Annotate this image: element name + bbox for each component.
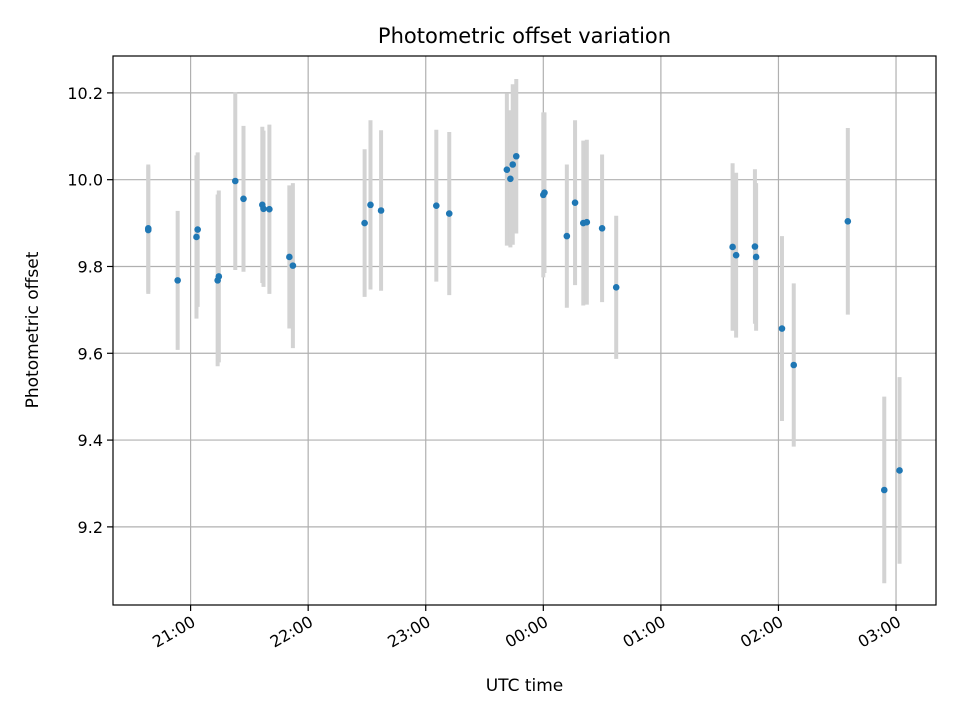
- y-tick-label: 9.6: [78, 344, 103, 363]
- data-point: [445, 210, 453, 217]
- data-point: [778, 325, 786, 332]
- data-point: [752, 253, 760, 261]
- data-point: [377, 207, 385, 214]
- data-point: [732, 251, 740, 259]
- data-point: [509, 161, 517, 168]
- data-point: [433, 202, 440, 210]
- data-point: [790, 361, 798, 369]
- data-point: [367, 201, 374, 209]
- data-point: [194, 226, 201, 233]
- chart-title: Photometric offset variation: [378, 24, 671, 48]
- data-point: [541, 189, 548, 197]
- data-point: [507, 175, 514, 183]
- data-point: [512, 152, 520, 160]
- data-point: [144, 226, 152, 234]
- data-point: [231, 177, 239, 185]
- data-point: [598, 224, 606, 232]
- y-axis-ticks: 9.2 9.4 9.6 9.8 10.0 10.2: [67, 84, 113, 537]
- y-tick-label: 9.4: [78, 431, 103, 450]
- data-point: [563, 232, 571, 240]
- data-point: [174, 277, 181, 284]
- data-point: [503, 166, 511, 174]
- data-point: [361, 219, 368, 227]
- y-tick-label: 10.2: [67, 84, 103, 103]
- data-point: [729, 243, 736, 251]
- y-tick-label: 10.0: [67, 171, 103, 190]
- y-axis-title: Photometric offset: [23, 251, 43, 408]
- plot-area: [113, 56, 936, 605]
- data-point: [240, 195, 247, 203]
- data-point: [751, 243, 759, 250]
- data-point: [260, 205, 267, 213]
- data-point: [289, 262, 297, 269]
- data-point: [571, 199, 579, 206]
- data-points: [144, 152, 903, 494]
- data-point: [612, 284, 620, 291]
- data-point: [266, 205, 273, 213]
- data-point: [193, 233, 200, 241]
- data-point: [880, 486, 888, 494]
- data-point: [896, 467, 903, 474]
- data-point: [286, 253, 293, 261]
- y-tick-label: 9.2: [78, 518, 103, 537]
- data-point: [844, 218, 852, 225]
- plot-frame: [112, 55, 937, 606]
- x-axis-title: UTC time: [486, 676, 564, 696]
- y-tick-label: 9.8: [78, 257, 103, 276]
- data-point: [215, 273, 223, 280]
- grid: [113, 56, 936, 605]
- data-point: [583, 218, 591, 226]
